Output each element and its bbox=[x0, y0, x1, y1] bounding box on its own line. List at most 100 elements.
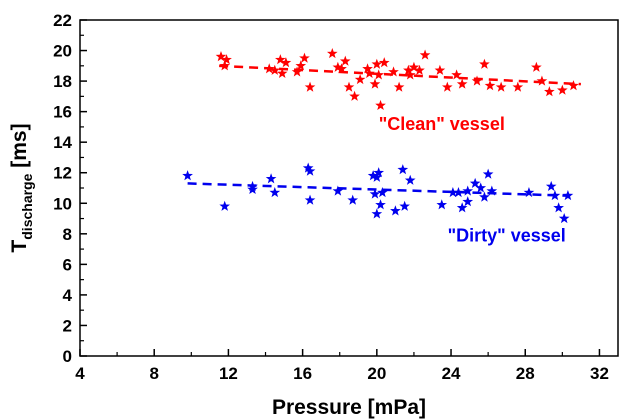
annotation-0: "Clean" vessel bbox=[379, 114, 505, 134]
series-0-point-6 bbox=[276, 67, 288, 78]
series-1-point-1 bbox=[219, 200, 231, 211]
x-tick-label-0: 4 bbox=[75, 364, 85, 383]
series-0-point-3 bbox=[263, 63, 275, 74]
y-tick-label-0: 0 bbox=[63, 347, 72, 366]
series-0-point-13 bbox=[332, 61, 344, 72]
series-0-point-43 bbox=[536, 75, 548, 86]
series-0-point-41 bbox=[512, 81, 524, 92]
y-tick-label-10: 20 bbox=[53, 42, 72, 61]
series-0-point-21 bbox=[369, 78, 381, 89]
series-1-point-15 bbox=[373, 167, 385, 178]
series-0-point-38 bbox=[479, 58, 490, 69]
y-tick-label-8: 16 bbox=[53, 103, 72, 122]
series-0-point-31 bbox=[414, 64, 425, 75]
series-0-point-39 bbox=[484, 80, 496, 91]
series-0-point-14 bbox=[336, 63, 347, 74]
series-0-point-2 bbox=[221, 54, 232, 65]
series-1-point-12 bbox=[369, 188, 381, 199]
series-0-point-29 bbox=[404, 69, 416, 80]
series-1-point-14 bbox=[371, 171, 383, 182]
series-0-point-35 bbox=[451, 69, 462, 80]
x-ticks: 4 8 12 16 20 24 28 32 bbox=[75, 349, 609, 383]
y-tick-label-2: 4 bbox=[63, 286, 73, 305]
x-tick-label-2: 12 bbox=[219, 364, 238, 383]
series-1-point-6 bbox=[302, 162, 314, 173]
series-0-point-44 bbox=[544, 86, 555, 97]
x-tick-label-3: 16 bbox=[293, 364, 312, 383]
series-1-point-34 bbox=[545, 180, 557, 191]
series-0-point-10 bbox=[299, 52, 310, 63]
series-1-point-9 bbox=[332, 185, 344, 196]
x-tick-label-1: 8 bbox=[149, 364, 158, 383]
x-tick-label-6: 28 bbox=[516, 364, 535, 383]
series-1-point-16 bbox=[375, 199, 386, 210]
series-1-point-21 bbox=[404, 174, 416, 185]
y-axis-title-sub: discharge bbox=[19, 173, 35, 239]
series-0-point-4 bbox=[269, 64, 281, 75]
y-tick-label-4: 8 bbox=[63, 225, 72, 244]
series-0-point-15 bbox=[339, 55, 351, 66]
x-axis-title: Pressure [mPa] bbox=[272, 396, 426, 419]
annotation-1: "Dirty" vessel bbox=[448, 225, 566, 245]
series-0-point-12 bbox=[326, 48, 338, 59]
y-axis-title-main: T bbox=[8, 240, 31, 253]
series-1-point-30 bbox=[479, 191, 490, 202]
series-0-point-1 bbox=[219, 60, 231, 71]
y-tick-label-5: 10 bbox=[53, 194, 72, 213]
x-tick-label-5: 24 bbox=[442, 364, 461, 383]
series-1-point-8 bbox=[304, 194, 316, 205]
series-0-point-25 bbox=[378, 57, 390, 68]
series-0-point-7 bbox=[280, 57, 292, 68]
series-0-point-42 bbox=[531, 61, 542, 72]
series-0-point-8 bbox=[291, 66, 303, 77]
series-0-point-11 bbox=[304, 81, 316, 92]
x-tick-label-7: 32 bbox=[590, 364, 609, 383]
series-1-point-18 bbox=[390, 205, 401, 216]
series-0-point-30 bbox=[408, 61, 420, 72]
series-1-point-13 bbox=[371, 208, 383, 219]
y-tick-label-3: 6 bbox=[63, 255, 72, 274]
series-0-point-33 bbox=[434, 64, 446, 75]
series-0-point-5 bbox=[275, 54, 286, 65]
series-1-point-3 bbox=[247, 183, 258, 195]
series-1-point-32 bbox=[486, 185, 498, 196]
series-0-point-17 bbox=[349, 90, 360, 101]
series-1-point-33 bbox=[523, 186, 535, 198]
series-1-point-35 bbox=[549, 190, 561, 201]
series-0-point-46 bbox=[568, 80, 579, 91]
series-1-point-37 bbox=[558, 212, 570, 224]
series-0-point-16 bbox=[343, 81, 355, 92]
series-1-point-36 bbox=[553, 202, 564, 213]
series-0-point-37 bbox=[471, 75, 483, 86]
series-0-point-22 bbox=[371, 58, 383, 69]
series-1-point-0 bbox=[182, 170, 193, 181]
series-1-point-27 bbox=[462, 196, 474, 207]
series-0-point-28 bbox=[403, 64, 414, 75]
y-axis-title-unit: [ms] bbox=[8, 123, 31, 173]
y-ticks: 0 2 4 6 8 10 12 14 16 18 20 22 bbox=[53, 11, 87, 366]
y-tick-label-11: 22 bbox=[53, 11, 72, 30]
y-axis-title: Tdischarge [ms] bbox=[8, 123, 35, 252]
series-1-point-17 bbox=[377, 186, 388, 198]
series-0-point-19 bbox=[362, 63, 373, 74]
annotation-layer: "Clean" vessel "Dirty" vessel bbox=[379, 114, 566, 245]
series-0-point-18 bbox=[354, 73, 366, 85]
series-1-point-26 bbox=[462, 185, 474, 196]
y-tick-label-9: 18 bbox=[53, 72, 72, 91]
series-1-point-24 bbox=[453, 186, 464, 198]
y-tick-label-1: 2 bbox=[63, 316, 72, 335]
series-1-point-4 bbox=[265, 173, 277, 184]
series-0-point-26 bbox=[388, 66, 399, 77]
series-1-point-23 bbox=[447, 186, 459, 198]
series-0-point-9 bbox=[295, 60, 307, 71]
series-0-point-23 bbox=[373, 69, 385, 80]
y-tick-label-6: 12 bbox=[53, 164, 72, 183]
series-0-point-27 bbox=[393, 81, 405, 92]
series-0-point-40 bbox=[495, 81, 507, 92]
series-layer bbox=[182, 48, 581, 224]
series-1-point-20 bbox=[399, 200, 410, 211]
series-1-point-28 bbox=[469, 177, 481, 188]
x-tick-label-4: 20 bbox=[367, 364, 386, 383]
series-1-point-7 bbox=[304, 165, 316, 176]
